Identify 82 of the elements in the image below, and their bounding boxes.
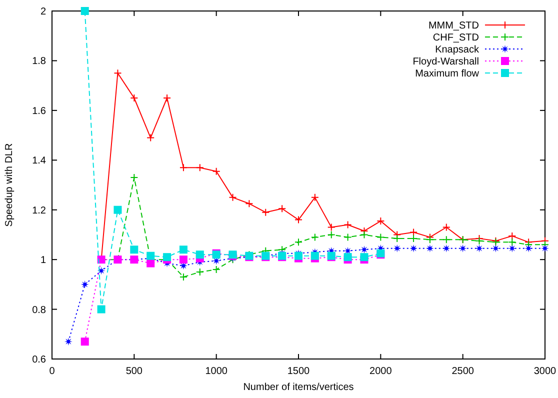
legend-label: Maximum flow — [415, 68, 480, 80]
point — [442, 223, 450, 232]
point — [508, 238, 516, 246]
legend-label: Knapsack — [435, 44, 480, 56]
point — [196, 250, 204, 259]
point — [508, 232, 516, 240]
point — [360, 246, 368, 254]
point — [278, 204, 286, 213]
point — [294, 238, 302, 246]
point — [475, 244, 484, 252]
legend-label: CHF_STD — [432, 32, 479, 44]
point — [426, 236, 434, 244]
point — [524, 244, 533, 252]
x-tick-label: 1000 — [205, 366, 228, 377]
x-tick-label: 2000 — [370, 366, 392, 377]
legend-label: Floyd-Warshall — [412, 56, 479, 68]
x-tick-label: 500 — [126, 366, 143, 377]
y-tick-label: 1.6 — [32, 106, 46, 117]
y-tick-label: 1.4 — [32, 156, 46, 167]
point — [310, 233, 319, 242]
point — [475, 236, 484, 245]
point — [344, 233, 352, 242]
y-tick-label: 0.6 — [32, 354, 46, 366]
point — [442, 244, 450, 252]
x-tick-label: 3000 — [534, 366, 557, 377]
point — [97, 305, 106, 314]
point — [80, 338, 89, 346]
point — [97, 266, 106, 275]
point — [344, 253, 352, 262]
point — [327, 230, 336, 239]
point — [146, 259, 155, 268]
point — [310, 252, 319, 260]
point — [262, 208, 270, 216]
y-tick-label: 0.8 — [32, 304, 46, 316]
point — [376, 233, 385, 242]
point — [541, 244, 549, 252]
point — [294, 252, 302, 260]
point — [492, 244, 500, 252]
point — [310, 193, 319, 202]
y-tick-label: 2 — [40, 6, 46, 18]
point — [114, 206, 122, 214]
point — [344, 220, 352, 229]
x-tick-label: 1500 — [287, 366, 310, 377]
point — [179, 164, 188, 172]
x-tick-label: 0 — [49, 366, 56, 377]
point — [376, 217, 385, 226]
point — [228, 193, 237, 202]
point — [64, 338, 72, 346]
point — [179, 246, 188, 254]
point — [196, 164, 204, 172]
y-tick-label: 1.2 — [32, 205, 46, 216]
legend-label: MMM_STD — [428, 20, 479, 32]
point — [410, 228, 418, 236]
point — [146, 134, 155, 142]
y-tick-label: 1 — [40, 255, 46, 266]
point — [163, 94, 172, 102]
point — [196, 268, 204, 276]
point — [130, 94, 138, 102]
point — [245, 200, 254, 208]
x-axis-title: Number of items/vertices — [243, 382, 354, 393]
point — [294, 216, 302, 224]
point — [114, 69, 122, 78]
point — [179, 272, 188, 281]
x-tick-label: 2500 — [452, 366, 474, 377]
point — [327, 223, 336, 232]
point — [146, 252, 155, 260]
point — [212, 266, 220, 274]
point — [212, 167, 220, 176]
point — [393, 244, 402, 252]
point — [179, 256, 188, 264]
y-tick-label: 1.8 — [32, 56, 46, 68]
point — [360, 253, 368, 262]
point — [80, 280, 89, 288]
point — [442, 236, 450, 244]
point — [410, 244, 418, 252]
point — [426, 244, 434, 252]
point — [130, 246, 138, 254]
point — [163, 253, 172, 262]
point — [130, 174, 138, 182]
y-axis-title: Speedup with DLR — [4, 143, 15, 227]
point — [80, 7, 89, 15]
point — [360, 230, 368, 239]
